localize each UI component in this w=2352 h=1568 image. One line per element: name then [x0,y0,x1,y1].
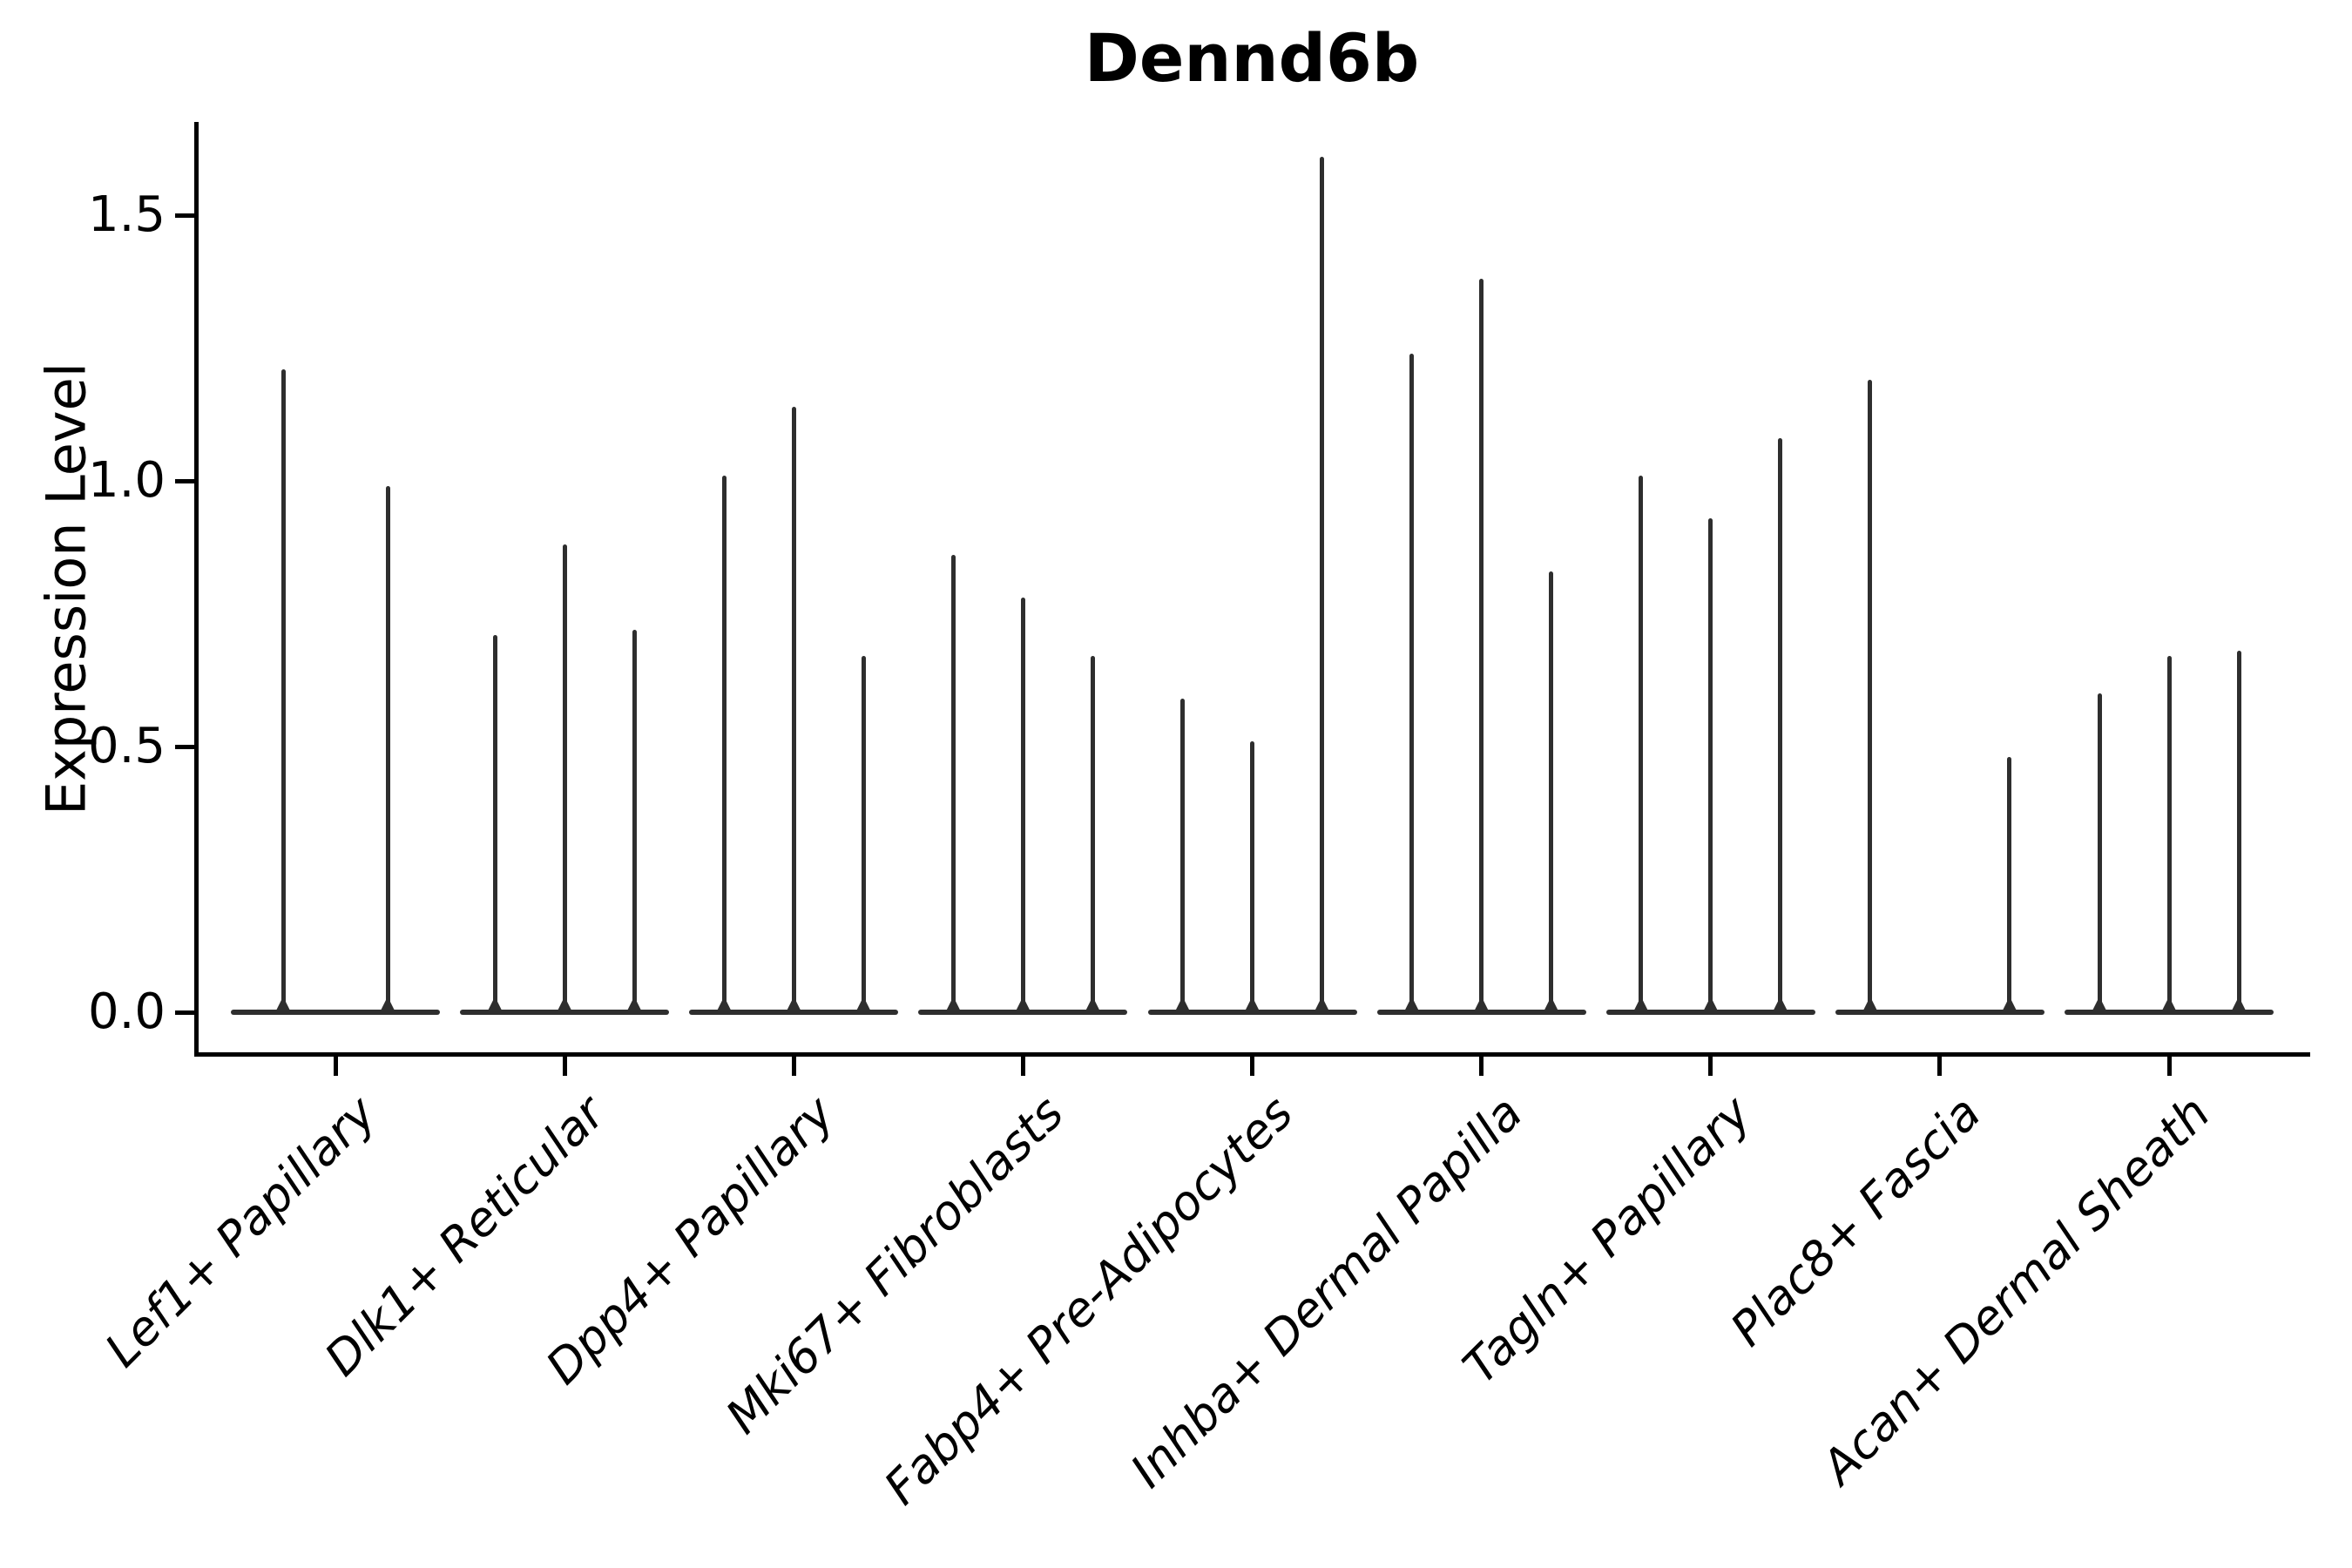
violin-spike [2007,757,2012,1015]
x-tick-mark [1479,1057,1484,1076]
violin-spike [632,629,637,1015]
violin-spike [1549,571,1554,1015]
y-tick-label-0.0: 0.0 [87,983,166,1040]
violin-spike [1479,279,1484,1015]
y-tick-label-1.5: 1.5 [87,186,166,243]
violin-spike [1868,380,1873,1015]
x-tick-mark [333,1057,338,1076]
x-tick-label: Acan+ Dermal Sheath [1810,1085,2220,1495]
x-axis-spine [194,1052,2310,1057]
violin-spike [1020,598,1025,1015]
violin-spike [1320,156,1324,1015]
x-tick-mark [1250,1057,1254,1076]
violin-spike [791,406,796,1015]
chart-title: Dennd6b [1084,19,1420,97]
violin-spike [1180,699,1185,1015]
violin-spike [2166,656,2172,1015]
violin-spike [1708,517,1713,1015]
violin-baseline [231,1010,440,1015]
violin-spike [950,555,956,1015]
y-tick-mark-0.0 [175,1010,194,1015]
violin-spike [1409,353,1415,1015]
y-tick-label-1.0: 1.0 [87,452,166,509]
y-tick-mark-1.0 [175,478,194,483]
violin-spike [280,368,286,1015]
x-tick-mark [562,1057,567,1076]
violin-spike [861,656,866,1015]
violin-spike [721,475,727,1015]
x-tick-mark [1937,1057,1943,1076]
violin-spike [2097,693,2102,1015]
x-tick-mark [2166,1057,2172,1076]
violin-spike [1778,438,1783,1015]
violin-spike [385,486,390,1015]
x-tick-mark [791,1057,796,1076]
violin-spike [1090,656,1095,1015]
x-tick-label: Fabp4+ Pre-Adipocytes [873,1085,1304,1516]
x-tick-mark [1708,1057,1713,1076]
violin-spike [1639,475,1644,1015]
violin-spike [1250,740,1254,1015]
x-tick-label: Inhba+ Dermal Papilla [1119,1085,1533,1498]
y-tick-label-0.5: 0.5 [87,718,166,774]
y-axis-spine [194,122,199,1057]
y-tick-mark-0.5 [175,744,194,749]
violin-spike [2236,651,2241,1015]
violin-baseline [1835,1010,2044,1015]
x-tick-mark [1020,1057,1025,1076]
y-tick-mark-1.5 [175,213,194,218]
violin-spike [562,544,567,1015]
violin-spike [492,634,497,1015]
